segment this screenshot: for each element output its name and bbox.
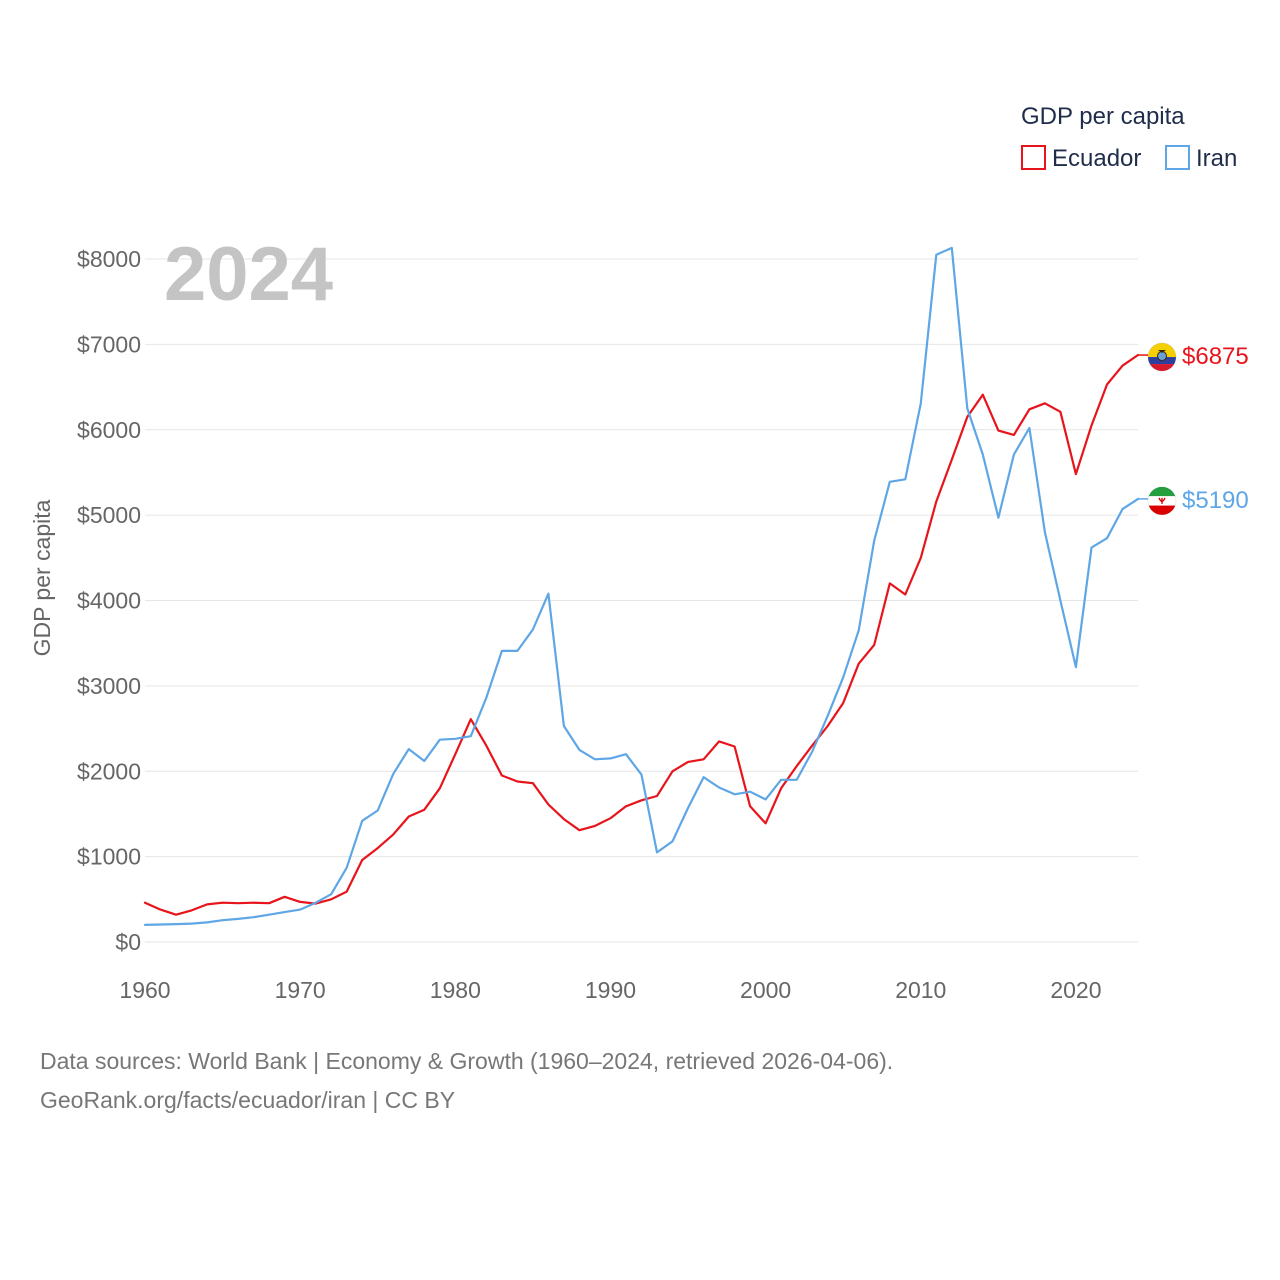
y-tick-label: $3000	[77, 673, 141, 699]
y-tick-label: $2000	[77, 758, 141, 784]
y-tick-label: $5000	[77, 502, 141, 528]
legend-title: GDP per capita	[1021, 103, 1185, 130]
legend-swatch-ecuador	[1021, 145, 1046, 170]
y-axis-ticks: $0 $1000 $2000 $3000 $4000 $5000 $6000 $7000 $80…	[77, 246, 141, 955]
year-label: 2024	[164, 232, 333, 317]
x-tick-label: 1970	[275, 977, 326, 1003]
series-end-markers: $6875 $5190	[1138, 342, 1249, 516]
series-line-iran[interactable]	[143, 246, 1140, 927]
legend-item-iran[interactable]: Iran	[1165, 145, 1237, 172]
gridlines	[145, 258, 1138, 943]
end-value-label-ecuador: $6875	[1182, 343, 1249, 370]
x-tick-label: 2010	[895, 977, 946, 1003]
x-axis-ticks: 1960 1970 1980 1990 2000 2010 2020	[119, 977, 1101, 1003]
legend-item-ecuador[interactable]: Ecuador	[1021, 145, 1141, 172]
x-tick-label: 2020	[1050, 977, 1101, 1003]
x-tick-label: 2000	[740, 977, 791, 1003]
y-axis-label: GDP per capita	[29, 499, 55, 656]
legend: GDP per capita Ecuador Iran	[1021, 103, 1237, 172]
y-tick-label: $4000	[77, 588, 141, 614]
legend-swatch-iran	[1165, 145, 1190, 170]
data-sources-text: Data sources: World Bank | Economy & Gro…	[40, 1048, 894, 1074]
legend-label-iran: Iran	[1196, 145, 1237, 172]
y-tick-label: $6000	[77, 417, 141, 443]
iran-flag-icon	[1147, 486, 1177, 516]
end-value-label-iran: $5190	[1182, 487, 1249, 514]
x-tick-label: 1990	[585, 977, 636, 1003]
y-tick-label: $8000	[77, 246, 141, 272]
legend-label-ecuador: Ecuador	[1052, 145, 1141, 172]
source-link[interactable]: GeoRank.org/facts/ecuador/iran | CC BY	[40, 1087, 456, 1113]
ecuador-flag-icon	[1147, 342, 1177, 372]
x-tick-label: 1960	[119, 977, 170, 1003]
y-tick-label: $0	[115, 929, 141, 955]
y-tick-label: $1000	[77, 844, 141, 870]
series-lines	[143, 246, 1140, 927]
y-tick-label: $7000	[77, 331, 141, 357]
footer: Data sources: World Bank | Economy & Gro…	[40, 1042, 893, 1120]
x-tick-label: 1980	[430, 977, 481, 1003]
series-line-ecuador[interactable]	[143, 353, 1140, 916]
